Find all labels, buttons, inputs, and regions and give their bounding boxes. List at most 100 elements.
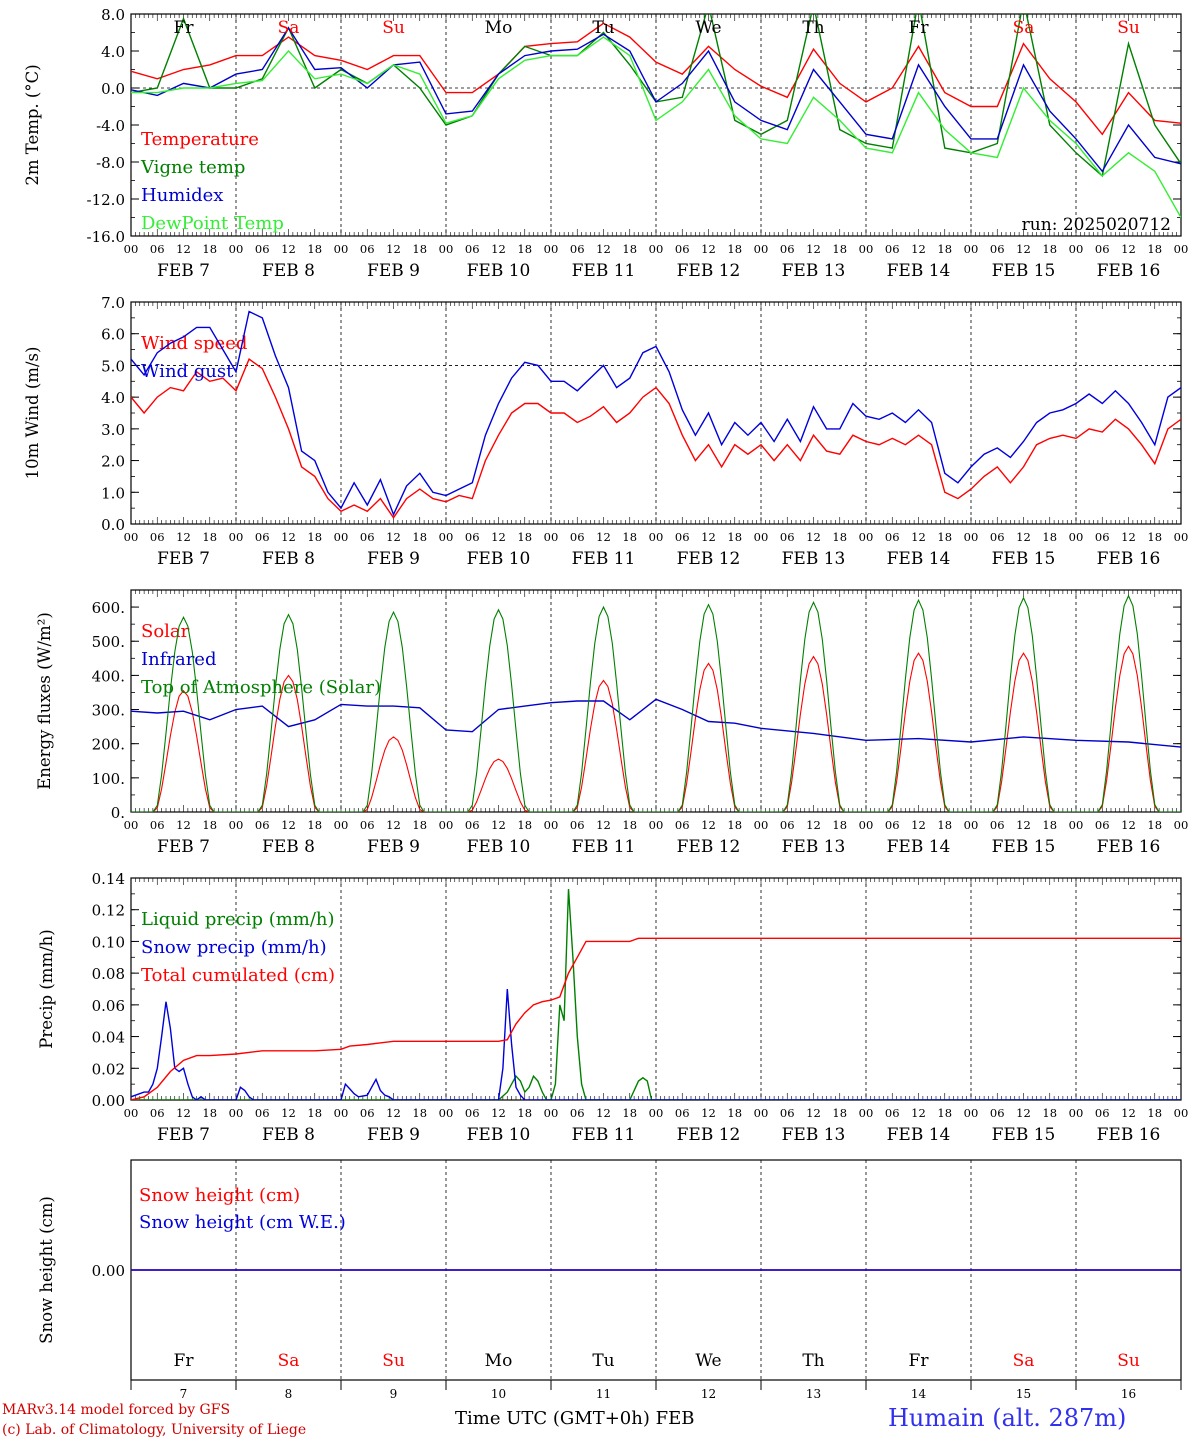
hour-tick-label: 06 xyxy=(990,1106,1005,1120)
y-tick-label: 4.0 xyxy=(101,389,125,407)
y-tick-label: 0.14 xyxy=(92,870,125,888)
date-label: FEB 7 xyxy=(157,1125,210,1145)
hour-tick-label: 00 xyxy=(439,1106,454,1120)
hour-tick-label: 12 xyxy=(701,242,716,256)
hour-tick-label: 06 xyxy=(360,530,375,544)
date-label: FEB 9 xyxy=(367,1125,420,1145)
series-line-dewpoint-temp xyxy=(131,36,1181,218)
time-axis-title: Time UTC (GMT+0h) FEB xyxy=(455,1408,694,1429)
hour-tick-label: 00 xyxy=(649,1106,664,1120)
series-line-wind-gust xyxy=(131,310,1181,517)
station-name: Humain (alt. 287m) xyxy=(888,1404,1126,1432)
date-label: FEB 15 xyxy=(992,549,1056,569)
date-label: FEB 8 xyxy=(262,837,315,857)
hour-tick-label: 12 xyxy=(596,242,611,256)
date-label: FEB 10 xyxy=(467,1125,531,1145)
hour-tick-label: 12 xyxy=(491,242,506,256)
hour-tick-label: 18 xyxy=(307,1106,322,1120)
y-tick-label: 5.0 xyxy=(101,357,125,375)
weekday-label: Fr xyxy=(174,1351,195,1371)
hour-tick-label: 06 xyxy=(1095,1106,1110,1120)
date-label: FEB 14 xyxy=(887,261,951,281)
y-axis-title: 10m Wind (m/s) xyxy=(23,347,42,480)
hour-tick-label: 18 xyxy=(202,818,217,832)
legend-entry: DewPoint Temp xyxy=(141,213,284,234)
y-tick-label: 0.06 xyxy=(92,997,125,1015)
hour-tick-label: 06 xyxy=(150,530,165,544)
weekday-label: Sa xyxy=(1013,1351,1035,1371)
hour-tick-label: 12 xyxy=(806,1106,821,1120)
date-label: FEB 16 xyxy=(1097,549,1161,569)
weekday-label: Th xyxy=(802,18,824,38)
weekday-label: Sa xyxy=(278,18,300,38)
date-label: FEB 9 xyxy=(367,837,420,857)
hour-tick-label: 12 xyxy=(281,530,296,544)
hour-tick-label: 06 xyxy=(255,1106,270,1120)
hour-tick-label: 18 xyxy=(727,242,742,256)
day-number-label: 14 xyxy=(911,1387,927,1401)
hour-tick-label: 00 xyxy=(859,1106,874,1120)
hour-tick-label: 06 xyxy=(360,242,375,256)
y-tick-label: -4.0 xyxy=(96,117,125,135)
hour-tick-label: 06 xyxy=(1095,818,1110,832)
day-number-label: 10 xyxy=(491,1387,506,1401)
y-tick-label: 0.00 xyxy=(92,1092,125,1110)
date-label: FEB 15 xyxy=(992,261,1056,281)
date-label: FEB 13 xyxy=(782,1125,846,1145)
y-tick-label: 7.0 xyxy=(101,294,125,312)
hour-tick-label: 12 xyxy=(911,242,926,256)
hour-tick-label: 12 xyxy=(281,818,296,832)
y-axis-title: Precip (mm/h) xyxy=(37,929,56,1048)
date-label: FEB 10 xyxy=(467,549,531,569)
hour-tick-label: 12 xyxy=(491,530,506,544)
hour-tick-label: 18 xyxy=(622,530,637,544)
hour-tick-label: 18 xyxy=(517,530,532,544)
date-label: FEB 13 xyxy=(782,549,846,569)
hour-tick-label: 18 xyxy=(937,818,952,832)
weekday-label: Sa xyxy=(1013,18,1035,38)
y-tick-label: 0.0 xyxy=(101,516,125,534)
hour-tick-label: 12 xyxy=(701,1106,716,1120)
hour-tick-label: 06 xyxy=(990,818,1005,832)
hour-tick-label: 00 xyxy=(229,242,244,256)
legend-entry: Solar xyxy=(141,621,190,642)
hour-tick-label: 06 xyxy=(675,818,690,832)
hour-tick-label: 12 xyxy=(386,818,401,832)
hour-tick-label: 06 xyxy=(1095,530,1110,544)
panel-precip: 00 06 12 18 00 06 12 18 00 06 12 18 00 06 12 18 00 06 12 18… xyxy=(37,870,1188,1145)
hour-tick-label: 12 xyxy=(911,818,926,832)
hour-tick-label: 18 xyxy=(1042,242,1057,256)
hour-tick-label: 18 xyxy=(412,530,427,544)
hour-tick-label: 12 xyxy=(281,242,296,256)
weekday-label: Su xyxy=(382,18,405,38)
date-label: FEB 7 xyxy=(157,549,210,569)
hour-tick-label: 12 xyxy=(911,530,926,544)
hour-tick-label: 18 xyxy=(727,530,742,544)
hour-tick-label: 18 xyxy=(832,530,847,544)
y-tick-label: 0. xyxy=(111,804,125,822)
legend-entry: Total cumulated (cm) xyxy=(141,965,335,986)
weekday-label: Mo xyxy=(485,1351,513,1371)
hour-tick-label: 06 xyxy=(1095,242,1110,256)
y-tick-label: 0.04 xyxy=(92,1029,125,1047)
y-tick-label: 8.0 xyxy=(101,6,125,24)
hour-tick-label: 00 xyxy=(649,530,664,544)
date-label: FEB 10 xyxy=(467,261,531,281)
hour-tick-label: 18 xyxy=(307,530,322,544)
y-tick-label: 400. xyxy=(92,667,125,685)
day-number-label: 12 xyxy=(701,1387,716,1401)
weekday-label: Fr xyxy=(909,18,930,38)
hour-tick-label: 00 xyxy=(754,1106,769,1120)
footer-credit: (c) Lab. of Climatology, University of L… xyxy=(2,1422,306,1438)
hour-tick-label: 18 xyxy=(727,818,742,832)
day-number-label: 9 xyxy=(390,1387,398,1401)
hour-tick-label: 06 xyxy=(150,818,165,832)
hour-tick-label: 18 xyxy=(1147,818,1162,832)
hour-tick-label: 06 xyxy=(360,1106,375,1120)
legend-entry: Vigne temp xyxy=(140,157,245,178)
hour-tick-label: 18 xyxy=(1042,818,1057,832)
legend-entry: Top of Atmosphere (Solar) xyxy=(141,677,381,698)
hour-tick-label: 00 xyxy=(1069,530,1084,544)
hour-tick-label: 06 xyxy=(780,530,795,544)
hour-tick-label: 06 xyxy=(570,242,585,256)
